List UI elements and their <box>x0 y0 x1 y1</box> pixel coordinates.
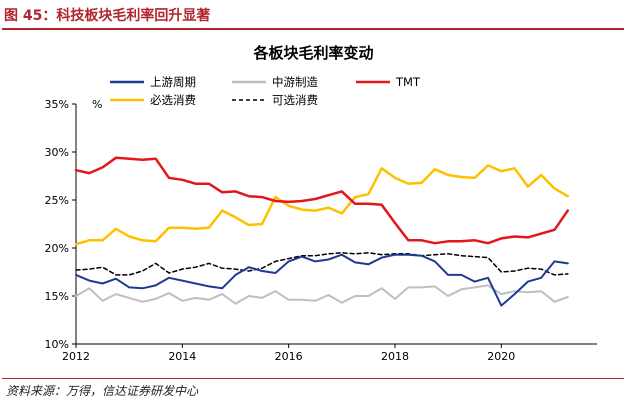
legend-label-0: 上游周期 <box>150 75 196 89</box>
chart-title: 各板块毛利率变动 <box>253 44 374 62</box>
footer-divider <box>2 378 624 379</box>
x-tick-label: 2012 <box>62 350 90 363</box>
x-tick-label: 2018 <box>381 350 409 363</box>
y-tick-label: 15% <box>45 290 69 303</box>
y-tick-label: 35% <box>45 98 69 111</box>
y-tick-label: 25% <box>45 194 69 207</box>
series-line-3 <box>74 164 570 246</box>
legend-label-2: TMT <box>395 75 421 89</box>
series-line-1 <box>75 284 569 305</box>
series-line-2 <box>74 156 570 245</box>
header-divider <box>2 28 624 30</box>
legend-label-3: 必选消费 <box>150 93 196 107</box>
figure-title: 图 45：科技板块毛利率回升显著 <box>4 8 211 24</box>
y-tick-label: 30% <box>45 146 69 159</box>
series-line-0 <box>75 253 569 307</box>
figure-header: 图 45：科技板块毛利率回升显著 <box>0 0 627 30</box>
source-note: 资料来源：万得，信达证券研发中心 <box>6 384 199 398</box>
legend-label-4: 可选消费 <box>272 93 318 107</box>
x-tick-label: 2020 <box>487 350 515 363</box>
series-line-4 <box>75 252 569 276</box>
y-tick-label: 20% <box>45 242 69 255</box>
x-tick-label: 2016 <box>275 350 303 363</box>
legend-label-1: 中游制造 <box>272 75 318 89</box>
y-axis-unit-label: % <box>92 98 102 111</box>
y-tick-label: 10% <box>45 338 69 351</box>
x-tick-label: 2014 <box>168 350 196 363</box>
